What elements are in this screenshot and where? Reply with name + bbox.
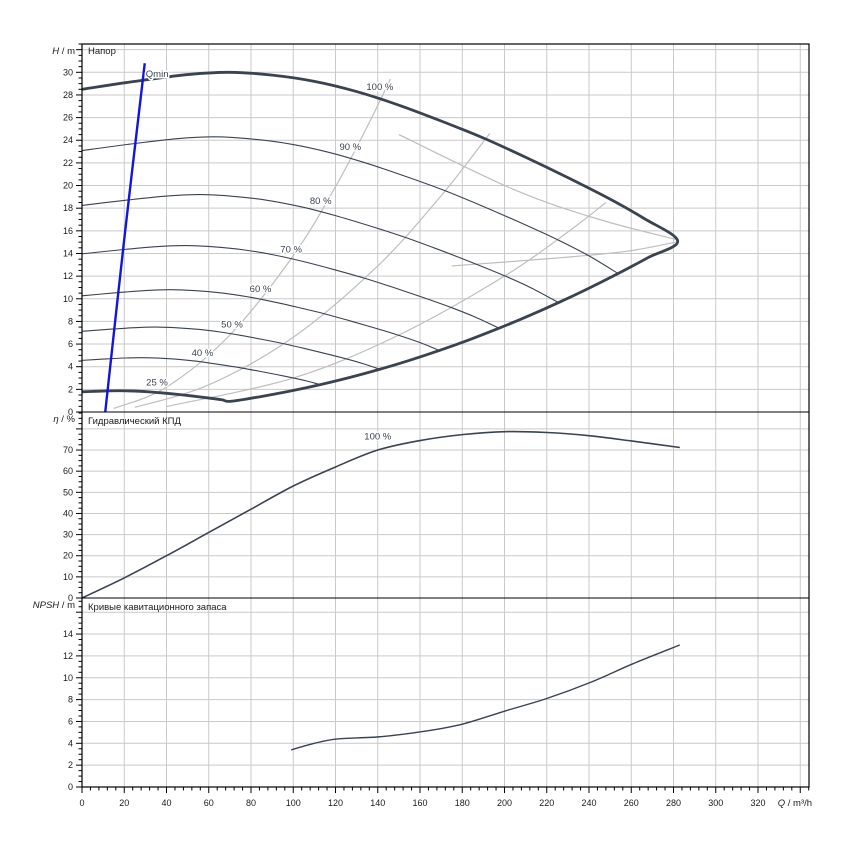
y-tick-label: 40: [63, 508, 73, 518]
x-tick-label: 280: [666, 798, 681, 808]
x-tick-label: 140: [370, 798, 385, 808]
x-tick-label: 80: [246, 798, 256, 808]
speed-curve: [81, 326, 381, 370]
y-tick-label: 10: [63, 673, 73, 683]
y-tick-label: 2: [68, 760, 73, 770]
curve-label-25: 25 %: [146, 377, 168, 388]
curve-label-50: 50 %: [221, 320, 243, 331]
y-tick-label: 30: [63, 530, 73, 540]
x-tick-label: 240: [581, 798, 596, 808]
speed-curve: [81, 136, 619, 274]
curve-label-40: 40 %: [192, 348, 214, 359]
curve-label-100: 100 %: [366, 82, 393, 93]
chart-title-npsh: Кривые кавитационного запаса: [88, 602, 227, 613]
curve-label-100: 100 %: [364, 431, 391, 442]
y-tick-label: 2: [68, 384, 73, 394]
y-tick-label: 70: [63, 445, 73, 455]
x-tick-label: 60: [204, 798, 214, 808]
curve-label-60: 60 %: [250, 284, 272, 295]
curve-label-80: 80 %: [310, 196, 332, 207]
y-axis-label: NPSH / m: [33, 600, 75, 611]
y-tick-label: 24: [63, 135, 73, 145]
x-axis-label: Q / m³/h: [778, 798, 812, 809]
y-tick-label: 20: [63, 551, 73, 561]
x-tick-label: 300: [708, 798, 723, 808]
y-tick-label: 10: [63, 572, 73, 582]
iso-efficiency-line: [166, 202, 607, 408]
y-tick-label: 14: [63, 248, 73, 258]
efficiency-curve: [81, 430, 680, 599]
y-tick-label: 10: [63, 294, 73, 304]
y-tick-label: 50: [63, 487, 73, 497]
y-tick-label: 8: [68, 695, 73, 705]
y-tick-label: 4: [68, 362, 73, 372]
curve-label-90: 90 %: [339, 142, 361, 153]
y-tick-label: 16: [63, 226, 73, 236]
x-tick-label: 40: [161, 798, 171, 808]
x-tick-label: 160: [412, 798, 427, 808]
x-tick-label: 260: [624, 798, 639, 808]
x-tick-label: 200: [497, 798, 512, 808]
chart-title-head: Напор: [88, 46, 116, 57]
x-tick-label: 320: [750, 798, 765, 808]
qmin-line: [104, 63, 146, 413]
x-tick-label: 0: [79, 798, 84, 808]
chart-title-efficiency: Гидравлический КПД: [88, 416, 181, 427]
npsh-curve: [290, 644, 681, 751]
curve-label-70: 70 %: [280, 244, 302, 255]
y-tick-label: 4: [68, 738, 73, 748]
y-tick-label: 26: [63, 113, 73, 123]
y-tick-label: 18: [63, 203, 73, 213]
x-tick-label: 100: [286, 798, 301, 808]
y-tick-label: 60: [63, 466, 73, 476]
iso-efficiency-line: [398, 134, 678, 241]
speed-curve: [81, 194, 559, 304]
speed-curve: [81, 357, 321, 386]
y-tick-label: 14: [63, 629, 73, 639]
iso-efficiency-line: [134, 133, 491, 408]
y-tick-label: 0: [68, 782, 73, 792]
curve-label-Qmin: Qmin: [146, 69, 169, 80]
x-tick-label: 220: [539, 798, 554, 808]
y-axis-label: H / m: [52, 46, 75, 57]
y-tick-label: 28: [63, 90, 73, 100]
y-tick-label: 12: [63, 271, 73, 281]
iso-efficiency-line: [113, 78, 391, 410]
speed-curve: [81, 289, 440, 351]
y-tick-label: 0: [68, 593, 73, 603]
x-tick-label: 120: [328, 798, 343, 808]
y-tick-label: 30: [63, 67, 73, 77]
y-tick-label: 12: [63, 651, 73, 661]
plot-frame: [81, 43, 810, 788]
speed-curve: [81, 245, 500, 329]
y-tick-label: 20: [63, 181, 73, 191]
y-tick-label: 6: [68, 339, 73, 349]
y-tick-label: 22: [63, 158, 73, 168]
operating-envelope: [81, 70, 680, 403]
y-tick-label: 0: [68, 407, 73, 417]
x-tick-label: 20: [119, 798, 129, 808]
y-axis-label: η / %: [53, 414, 75, 425]
y-tick-label: 8: [68, 316, 73, 326]
x-tick-label: 180: [455, 798, 470, 808]
iso-efficiency-line: [451, 241, 676, 267]
y-tick-label: 6: [68, 716, 73, 726]
